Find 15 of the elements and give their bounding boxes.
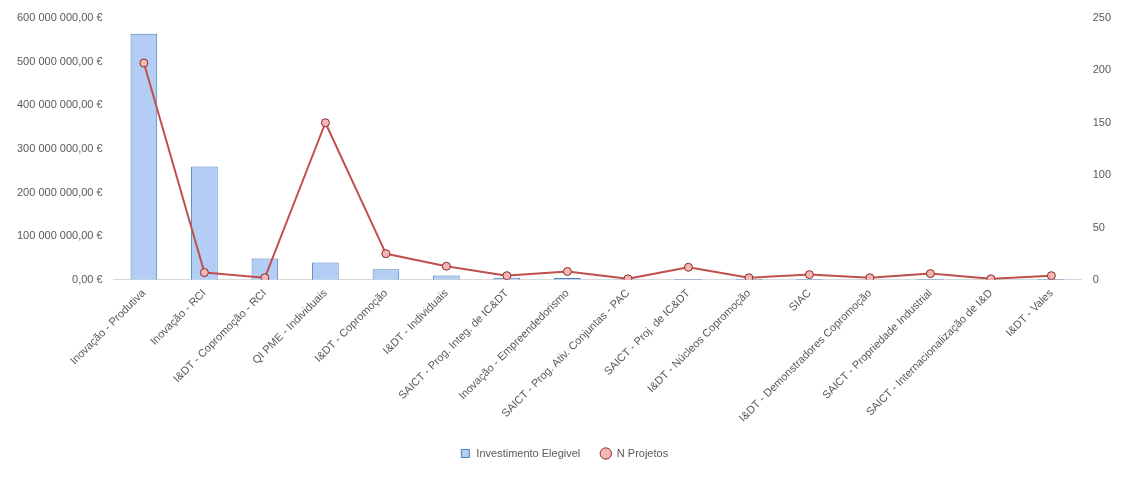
y-tick-label: 0,00 € [72,272,103,285]
y2-tick-label: 100 [1092,168,1112,181]
y-tick-label: 300 000 000,00 € [17,141,103,154]
legend-label: N Projetos [616,446,669,459]
y-tick-label: 200 000 000,00 € [17,185,103,198]
y-tick-label: 400 000 000,00 € [17,98,103,111]
legend-label: Investimento Elegivel [476,446,581,459]
y-tick-label: 600 000 000,00 € [17,11,103,24]
y2-tick-label: 150 [1092,115,1112,128]
y2-tick-label: 200 [1092,63,1112,76]
y2-tick-label: 50 [1092,220,1105,233]
y2-tick-label: 250 [1092,11,1112,24]
y2-tick-label: 0 [1092,272,1099,285]
y-tick-label: 500 000 000,00 € [17,54,103,67]
y-tick-label: 100 000 000,00 € [17,229,103,242]
